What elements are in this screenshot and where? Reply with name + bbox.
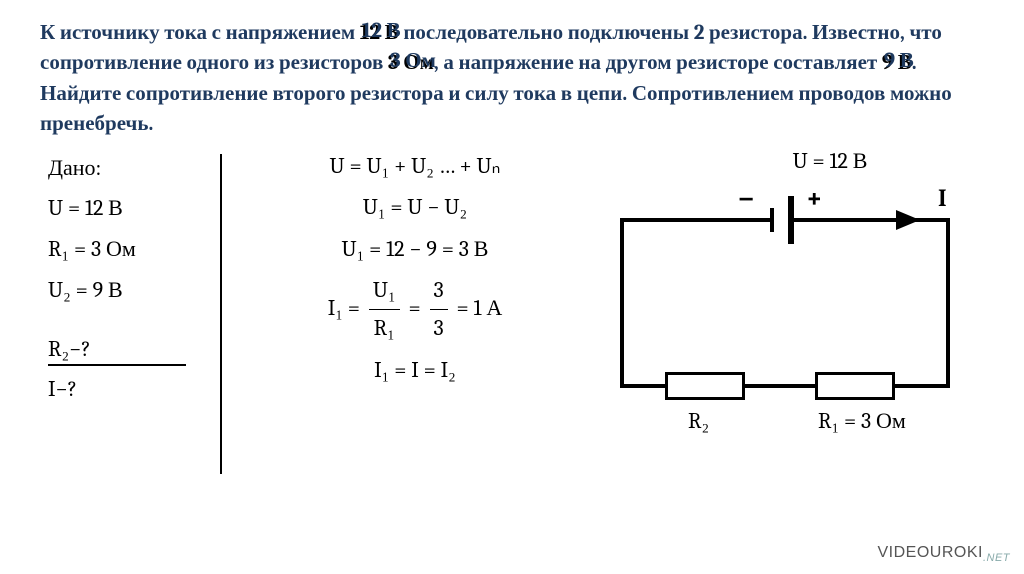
plus-sign: + [806, 182, 823, 214]
given-title: Дано: [48, 148, 136, 189]
current-label: I [938, 184, 947, 212]
value-9v: 9 В9 В [882, 48, 912, 78]
find-i: I−? [48, 369, 136, 410]
frac-u1-r1: U₁ R₁ [369, 272, 400, 348]
resistor-r1 [815, 372, 895, 400]
sol-line-2: U₁ = U − U₂ [250, 189, 580, 226]
given-r1: R₁ = 3 Ом [48, 229, 136, 270]
value-3ohm: 3 Ом3 Ом [388, 48, 434, 78]
given-divider-h [48, 364, 186, 366]
problem-text-4: Найдите сопротивление второго резистора … [40, 82, 952, 136]
r2-label: R₂ [688, 408, 709, 434]
wire-bottom-2 [745, 384, 815, 388]
diagram-canvas: − + I R₂ R₁ = 3 Ом [610, 180, 970, 440]
value-12v: 12 В12 В [360, 18, 399, 48]
given-column: Дано: U = 12 В R₁ = 3 Ом U₂ = 9 В R₂−? I… [48, 148, 136, 410]
sol-line-3: U₁ = 12 − 9 = 3 В [250, 231, 580, 268]
given-divider-v [220, 154, 222, 474]
minus-sign: − [738, 182, 755, 214]
circuit-diagram: U = 12 В − + I R₂ [610, 148, 990, 440]
sol-line-4: I₁ = U₁ R₁ = 3 3 = 1 А [250, 272, 580, 348]
wire-left [620, 218, 624, 388]
problem-text-3: а напряжение на другом резисторе составл… [439, 51, 882, 75]
current-arrow-icon [896, 206, 926, 234]
battery-minus-plate [770, 208, 774, 232]
wire-bottom-3 [895, 384, 950, 388]
given-u2: U₂ = 9 В [48, 270, 136, 311]
sol-eq: = [408, 295, 420, 321]
problem-statement: К источнику тока с напряжением 12 В12 В … [0, 0, 1024, 140]
content-area: Дано: U = 12 В R₁ = 3 Ом U₂ = 9 В R₂−? I… [0, 140, 1024, 150]
wire-top-left [620, 218, 770, 222]
watermark-suffix: .NET [983, 552, 1010, 564]
frac-3-3: 3 3 [430, 272, 448, 348]
sol-rhs: = 1 А [457, 295, 503, 321]
sol-line-5: I₁ = I = I₂ [250, 352, 580, 389]
circuit-voltage-label: U = 12 В [670, 148, 990, 174]
resistor-r2 [665, 372, 745, 400]
wire-bottom-1 [620, 384, 665, 388]
wire-top-right [794, 218, 950, 222]
r1-label: R₁ = 3 Ом [818, 408, 906, 434]
problem-text-1: К источнику тока с напряжением [40, 21, 360, 45]
watermark-text: VIDEOUROKI [877, 544, 982, 561]
sol-lhs: I₁ = [328, 295, 360, 321]
given-u: U = 12 В [48, 188, 136, 229]
solution-column: U = U₁ + U₂ … + Uₙ U₁ = U − U₂ U₁ = 12 −… [250, 148, 580, 393]
watermark: VIDEOUROKI.NET [877, 544, 1010, 564]
sol-line-1: U = U₁ + U₂ … + Uₙ [250, 148, 580, 185]
wire-right [946, 218, 950, 388]
